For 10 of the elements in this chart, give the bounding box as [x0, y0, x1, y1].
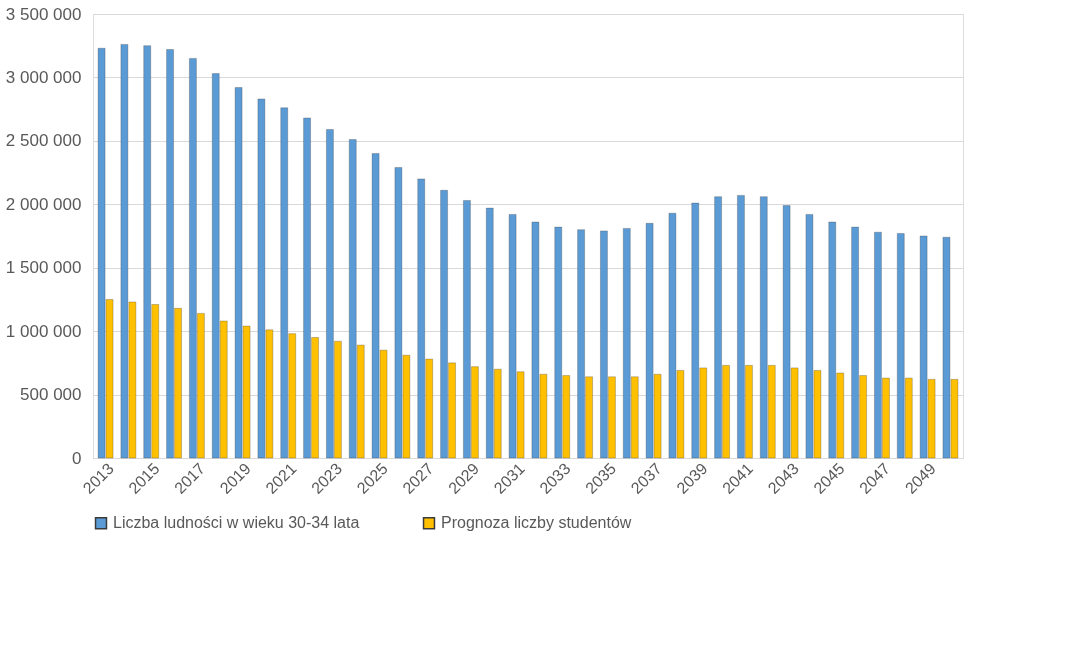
y-tick-label: 3 500 000: [5, 4, 82, 24]
legend-label: Prognoza liczby studentów: [441, 514, 632, 532]
y-tick-label: 2 500 000: [5, 131, 82, 151]
y-tick-label: 3 000 000: [5, 67, 82, 87]
y-tick-label: 2 000 000: [5, 194, 82, 214]
y-tick-label: 1 000 000: [5, 321, 82, 341]
y-tick-label: 0: [72, 448, 82, 468]
y-tick-label: 1 500 000: [5, 258, 82, 278]
legend-label: Liczba ludności w wieku 30-34 lata: [113, 514, 360, 532]
y-tick-label: 500 000: [20, 385, 82, 405]
